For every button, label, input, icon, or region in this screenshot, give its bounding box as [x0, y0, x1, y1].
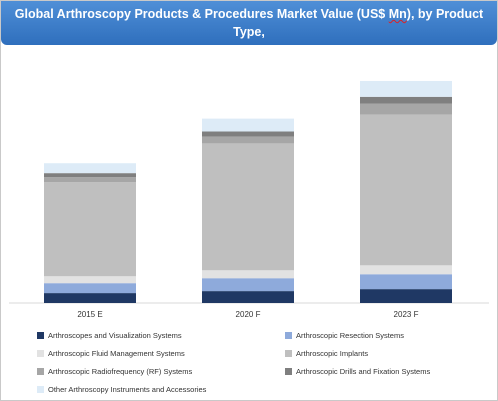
x-tick-label: 2023 F: [394, 310, 419, 319]
legend-swatch: [285, 350, 292, 357]
legend-label: Arthroscopic Implants: [296, 349, 369, 358]
bar-segment-2-6: [202, 131, 294, 137]
x-tick-label: 2015 E: [77, 310, 102, 319]
legend-item: Arthroscopic Resection Systems: [285, 331, 404, 340]
chart-title-line-2: 2015, 2020 & 2023: [195, 43, 303, 57]
bar-segment-2-2: [202, 278, 294, 292]
legend-label: Other Arthroscopy Instruments and Access…: [48, 385, 207, 394]
chart-title-line-1: Global Arthroscopy Products & Procedures…: [1, 5, 497, 41]
bar-segment-2-4: [202, 143, 294, 271]
legend-item: Arthroscopic Implants: [285, 349, 368, 358]
chart-plot-area: 2015 E 2020 F 2023 F: [9, 80, 489, 319]
legend-swatch: [37, 368, 44, 375]
bar-segment-3-2: [360, 274, 452, 290]
legend-item: Other Arthroscopy Instruments and Access…: [37, 385, 206, 394]
legend-swatch: [37, 386, 44, 393]
legend-item: Arthroscopic Radiofrequency (RF) Systems: [37, 367, 192, 376]
legend-label: Arthroscopic Fluid Management Systems: [48, 349, 185, 358]
legend-label: Arthroscopic Radiofrequency (RF) Systems: [48, 367, 193, 376]
legend-swatch: [285, 332, 292, 339]
legend-label: Arthroscopic Resection Systems: [296, 331, 404, 340]
legend-item: Arthroscopic Drills and Fixation Systems: [285, 367, 430, 376]
bar-segment-2-5: [202, 136, 294, 144]
bar-segment-1-4: [44, 182, 136, 277]
bar-segment-3-5: [360, 103, 452, 115]
chart-title-text-b: ), by Product Type,: [233, 7, 484, 39]
bar-segment-3-6: [360, 96, 452, 104]
bar-segment-2-3: [202, 270, 294, 279]
legend-item: Arthroscopes and Visualization Systems: [37, 331, 182, 340]
bar-segment-1-7: [44, 163, 136, 174]
bar-segment-1-2: [44, 283, 136, 294]
bar-segment-2-1: [202, 291, 294, 303]
bar-segment-1-5: [44, 177, 136, 183]
bar-segment-1-6: [44, 173, 136, 178]
legend-item: Arthroscopic Fluid Management Systems: [37, 349, 185, 358]
legend-label: Arthroscopes and Visualization Systems: [48, 331, 182, 340]
legend-swatch: [37, 350, 44, 357]
bar-segment-3-7: [360, 80, 452, 97]
legend-swatch: [285, 368, 292, 375]
x-tick-label: 2020 F: [236, 310, 261, 319]
bar-segment-3-1: [360, 289, 452, 303]
bar-segment-2-7: [202, 118, 294, 132]
bar-segment-3-3: [360, 265, 452, 275]
legend-swatch: [37, 332, 44, 339]
chart-title-text-a: Global Arthroscopy Products & Procedures…: [14, 7, 389, 21]
legend-label: Arthroscopic Drills and Fixation Systems: [296, 367, 431, 376]
bar-segment-3-4: [360, 114, 452, 266]
bar-segment-1-3: [44, 276, 136, 284]
bar-segment-1-1: [44, 293, 136, 303]
chart-title-text-unit: Mn: [388, 7, 407, 21]
chart-title: Global Arthroscopy Products & Procedures…: [1, 1, 497, 57]
